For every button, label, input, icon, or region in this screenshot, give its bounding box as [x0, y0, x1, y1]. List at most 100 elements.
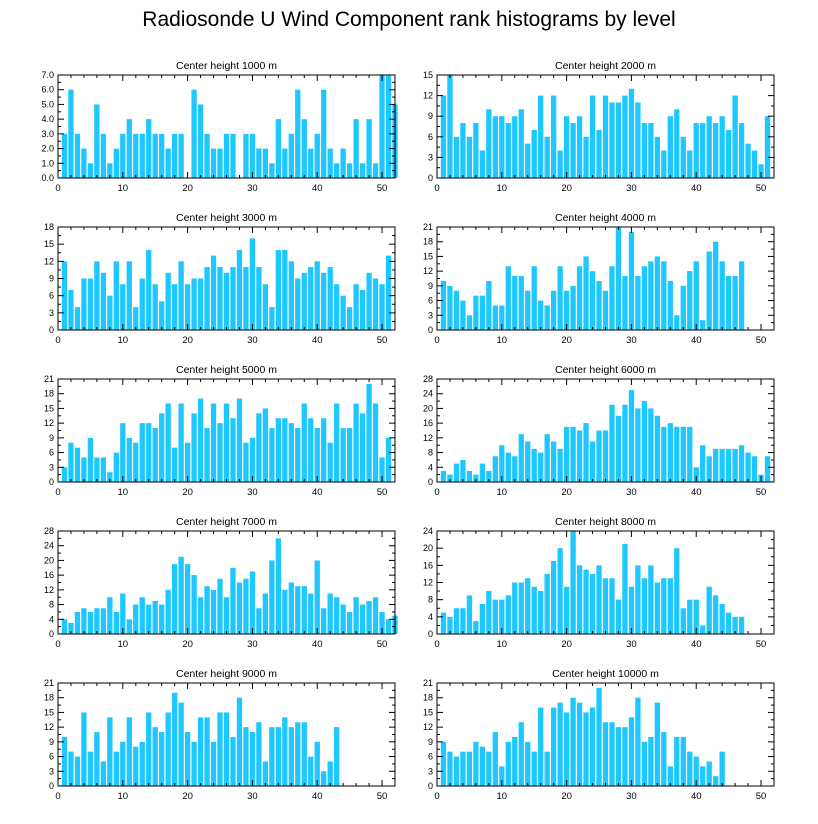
histogram-bar: [576, 430, 583, 482]
histogram-bar: [81, 457, 87, 482]
histogram-bar: [243, 727, 249, 786]
histogram-bar: [745, 452, 751, 482]
y-tick-label: 3: [49, 766, 54, 776]
histogram-bar: [479, 603, 486, 634]
panel-title: Center height 6000 m: [555, 364, 656, 376]
histogram-bar: [635, 697, 641, 786]
histogram-bar: [440, 470, 447, 482]
histogram-bar: [622, 95, 628, 178]
histogram-bar: [139, 423, 145, 482]
y-tick-label: 15: [44, 707, 54, 717]
histogram-bar: [379, 75, 385, 178]
histogram-bar: [706, 116, 712, 178]
x-tick-label: 30: [247, 791, 258, 802]
histogram-bar: [308, 148, 314, 178]
histogram-bar: [563, 290, 570, 330]
histogram-bar: [288, 261, 294, 330]
x-tick-label: 50: [377, 639, 388, 650]
histogram-bar: [622, 727, 628, 786]
histogram-bar: [576, 565, 583, 634]
histogram-bar: [596, 565, 602, 634]
histogram-bar: [719, 751, 725, 786]
histogram-bar: [165, 148, 171, 178]
histogram-bar: [243, 133, 249, 178]
histogram-bar: [751, 150, 758, 178]
histogram-bar: [609, 404, 615, 482]
panel-7: Center height 7000 m 0 10 20 30 40 50 0 4 8 12 16 20…: [44, 516, 398, 650]
histogram-bar: [693, 599, 699, 634]
histogram-bar: [146, 119, 152, 178]
histogram-bar: [172, 447, 178, 482]
histogram-bar: [321, 608, 327, 634]
histogram-bar: [654, 582, 660, 634]
y-tick-label: 9: [428, 281, 433, 291]
histogram-bar: [563, 116, 570, 178]
y-tick-label: 9: [428, 737, 433, 747]
histogram-bar: [674, 548, 680, 634]
x-tick-label: 0: [55, 791, 60, 802]
histogram-bar: [557, 548, 563, 634]
histogram-bar: [453, 290, 460, 330]
histogram-bar: [531, 448, 537, 482]
histogram-bar: [210, 148, 217, 178]
x-tick-label: 50: [756, 183, 767, 194]
histogram-bar: [217, 712, 223, 786]
histogram-bar: [359, 163, 366, 178]
y-tick-label: 0: [49, 325, 54, 335]
y-tick-label: 12: [423, 578, 433, 588]
histogram-bar: [262, 593, 269, 634]
y-tick-label: 15: [44, 239, 54, 249]
histogram-bar: [152, 600, 158, 634]
histogram-bar: [460, 459, 466, 482]
y-tick-label: 28: [44, 526, 54, 536]
x-tick-label: 40: [691, 639, 702, 650]
histogram-bar: [460, 751, 466, 786]
histogram-bar: [557, 702, 563, 786]
x-tick-label: 0: [434, 487, 439, 498]
histogram-bar: [178, 261, 184, 330]
histogram-bar: [667, 578, 673, 634]
histogram-bar: [256, 267, 262, 330]
histogram-bar: [719, 448, 725, 482]
y-tick-label: 6: [49, 752, 54, 762]
histogram-bar: [288, 133, 294, 178]
histogram-bar: [321, 418, 327, 482]
histogram-bar: [314, 560, 320, 634]
histogram-bar: [576, 266, 583, 330]
histogram-bar: [340, 295, 346, 330]
histogram-bar: [654, 415, 660, 482]
histogram-bar: [133, 307, 139, 330]
histogram-bar: [641, 123, 648, 178]
histogram-bar: [346, 428, 353, 482]
y-tick-label: 12: [423, 266, 433, 276]
histogram-bar: [262, 761, 269, 786]
histogram-bar: [512, 116, 518, 178]
histogram-bar: [628, 390, 635, 482]
y-tick-label: 18: [44, 222, 54, 232]
histogram-bar: [113, 611, 119, 634]
histogram-bar: [230, 133, 236, 178]
histogram-bar: [473, 123, 479, 178]
histogram-bar: [204, 586, 210, 634]
histogram-bar: [87, 437, 94, 482]
y-tick-label: 3.0: [41, 129, 54, 139]
histogram-bar: [327, 267, 333, 330]
histogram-bar: [74, 447, 81, 482]
histogram-bar: [518, 434, 524, 482]
histogram-bar: [87, 163, 94, 178]
histogram-bar: [126, 717, 132, 786]
histogram-bar: [262, 408, 269, 482]
histogram-bar: [249, 133, 256, 178]
histogram-bar: [700, 766, 706, 786]
x-tick-label: 50: [377, 487, 388, 498]
histogram-bar: [628, 231, 635, 330]
histogram-bar: [249, 571, 256, 634]
histogram-bar: [275, 538, 281, 634]
histogram-bar: [505, 123, 511, 178]
y-tick-label: 15: [423, 70, 433, 80]
histogram-bar: [635, 276, 641, 330]
histogram-bar: [492, 456, 498, 482]
y-tick-label: 21: [44, 374, 54, 384]
histogram-bar: [184, 284, 191, 330]
histogram-bar: [100, 457, 107, 482]
